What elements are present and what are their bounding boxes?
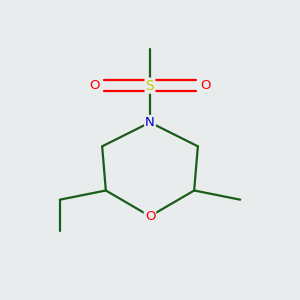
Text: N: N — [145, 116, 155, 129]
Text: O: O — [89, 79, 100, 92]
Text: S: S — [146, 79, 154, 93]
Text: O: O — [145, 210, 155, 223]
Text: O: O — [200, 79, 211, 92]
